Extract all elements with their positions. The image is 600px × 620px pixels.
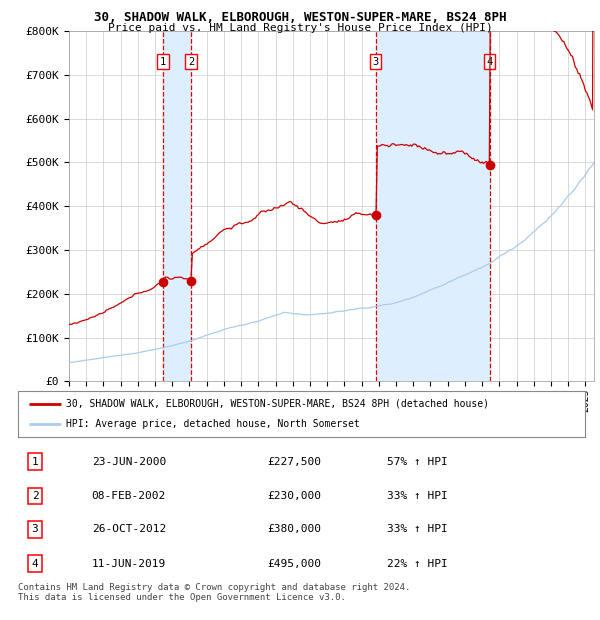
Text: 22% ↑ HPI: 22% ↑ HPI bbox=[386, 559, 448, 569]
Text: 4: 4 bbox=[32, 559, 38, 569]
Text: HPI: Average price, detached house, North Somerset: HPI: Average price, detached house, Nort… bbox=[66, 419, 360, 429]
Bar bbox=[376, 31, 490, 381]
Text: 08-FEB-2002: 08-FEB-2002 bbox=[92, 491, 166, 501]
Text: Price paid vs. HM Land Registry's House Price Index (HPI): Price paid vs. HM Land Registry's House … bbox=[107, 23, 493, 33]
Text: 1: 1 bbox=[160, 56, 166, 67]
Text: 23-JUN-2000: 23-JUN-2000 bbox=[92, 457, 166, 467]
Text: 1: 1 bbox=[32, 457, 38, 467]
Text: 3: 3 bbox=[373, 56, 379, 67]
Text: 3: 3 bbox=[32, 525, 38, 534]
Text: Contains HM Land Registry data © Crown copyright and database right 2024.
This d: Contains HM Land Registry data © Crown c… bbox=[18, 583, 410, 602]
Text: 2: 2 bbox=[188, 56, 194, 67]
Text: 33% ↑ HPI: 33% ↑ HPI bbox=[386, 491, 448, 501]
Text: 57% ↑ HPI: 57% ↑ HPI bbox=[386, 457, 448, 467]
Text: 30, SHADOW WALK, ELBOROUGH, WESTON-SUPER-MARE, BS24 8PH: 30, SHADOW WALK, ELBOROUGH, WESTON-SUPER… bbox=[94, 11, 506, 24]
Text: £380,000: £380,000 bbox=[268, 525, 322, 534]
Text: £230,000: £230,000 bbox=[268, 491, 322, 501]
Text: £227,500: £227,500 bbox=[268, 457, 322, 467]
Text: 26-OCT-2012: 26-OCT-2012 bbox=[92, 525, 166, 534]
Text: 30, SHADOW WALK, ELBOROUGH, WESTON-SUPER-MARE, BS24 8PH (detached house): 30, SHADOW WALK, ELBOROUGH, WESTON-SUPER… bbox=[66, 399, 489, 409]
Text: 2: 2 bbox=[32, 491, 38, 501]
Text: 11-JUN-2019: 11-JUN-2019 bbox=[92, 559, 166, 569]
Text: 33% ↑ HPI: 33% ↑ HPI bbox=[386, 525, 448, 534]
Text: 4: 4 bbox=[487, 56, 493, 67]
Text: £495,000: £495,000 bbox=[268, 559, 322, 569]
Bar bbox=[163, 31, 191, 381]
